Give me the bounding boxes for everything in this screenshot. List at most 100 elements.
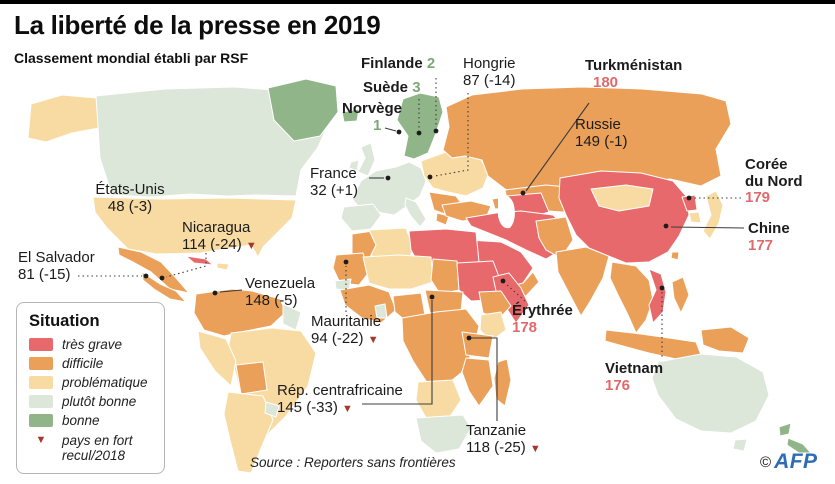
- region-mali-niger: [362, 254, 434, 290]
- location-dot-vietnam: [659, 285, 665, 291]
- leader-line-chine: [670, 226, 745, 229]
- region-tasmanie: [732, 438, 748, 452]
- region-mongolie: [590, 184, 654, 212]
- region-coree-du-sud: [688, 211, 702, 224]
- location-dot-erythree: [500, 278, 506, 284]
- location-dot-france: [385, 175, 391, 181]
- region-nouvelle-zelande-sud: [786, 437, 812, 454]
- legend-item-plutot-bonne: plutôt bonne: [29, 394, 152, 409]
- location-dot-hongrie: [427, 174, 433, 180]
- region-amerique-centrale: [141, 271, 187, 303]
- leader-line-turkmenistan: [525, 102, 590, 192]
- region-ethiopie: [478, 290, 512, 320]
- region-royaume-uni: [357, 142, 376, 177]
- legend-box: Situation très grave difficile problématiq…: [16, 302, 165, 474]
- page-subtitle: Classement mondial établi par RSF: [14, 50, 249, 66]
- region-etats-unis: [92, 196, 297, 258]
- copyright-icon: ©: [760, 453, 772, 471]
- region-islande: [341, 108, 360, 123]
- location-dot-el-salvador: [143, 273, 149, 279]
- legend-list: très grave difficile problématique plutôt b…: [29, 337, 152, 428]
- region-hispaniola: [216, 262, 230, 271]
- location-dot-chine: [663, 223, 669, 229]
- region-guyanes: [282, 303, 302, 331]
- region-alaska: [27, 94, 100, 143]
- leader-line-norvege: [384, 127, 397, 132]
- region-mexique: [117, 246, 190, 294]
- region-nouvelle-zelande-nord: [778, 422, 792, 437]
- location-dot-finlande: [433, 128, 439, 134]
- legend-item-difficile: difficile: [29, 356, 152, 371]
- location-dot-norvege: [396, 129, 402, 135]
- region-tchad: [430, 258, 460, 295]
- region-chine: [558, 170, 690, 264]
- region-afrique-ouest: [339, 284, 397, 324]
- legend-item-label: difficile: [62, 356, 104, 371]
- location-dot-turkmenistan: [520, 190, 526, 196]
- leader-line-tanzanie: [469, 337, 498, 421]
- legend-item-label: plutôt bonne: [62, 394, 137, 409]
- region-ghana: [374, 303, 388, 319]
- location-dot-coree-du-nord: [686, 195, 692, 201]
- region-colombie-venezuela: [193, 288, 287, 337]
- region-afrique-du-sud: [415, 414, 472, 454]
- location-dot-rep-centrafricaine: [429, 294, 435, 300]
- region-madagascar: [493, 358, 512, 407]
- legend-item-bonne: bonne: [29, 413, 152, 428]
- region-cuba: [185, 255, 214, 266]
- region-afrique-centrale: [401, 308, 480, 390]
- region-australie: [651, 353, 770, 434]
- afp-logo: © AFP: [760, 450, 818, 474]
- legend-swatch-bonne: [29, 414, 53, 427]
- region-philippines: [671, 276, 690, 314]
- legend-item-problematique: problématique: [29, 375, 152, 390]
- legend-marker-label: pays en fort recul/2018: [62, 433, 133, 463]
- legend-item-tres-grave: très grave: [29, 337, 152, 352]
- region-indonesie: [604, 329, 702, 360]
- location-dot-tanzanie: [466, 335, 472, 341]
- region-kenya: [479, 311, 507, 342]
- legend-swatch-plutot-bonne: [29, 395, 53, 408]
- region-bolivie: [235, 361, 268, 395]
- legend-title: Situation: [29, 312, 100, 330]
- region-russie: [442, 86, 732, 198]
- leader-line-venezuela: [219, 289, 243, 293]
- region-asie-sud-est: [609, 261, 654, 334]
- region-namibie-botswana: [415, 379, 462, 419]
- region-canada: [95, 86, 332, 198]
- region-mozambique: [461, 357, 494, 407]
- legend-item-recul: ▼ pays en fort recul/2018: [29, 433, 152, 463]
- leader-line-rep-centrafricaine: [362, 300, 433, 405]
- region-greenland: [267, 78, 339, 142]
- region-perou: [197, 330, 237, 387]
- region-uruguay: [264, 401, 280, 418]
- region-scandinavie: [396, 92, 444, 160]
- legend-item-label: problématique: [62, 375, 148, 390]
- afp-wordmark: AFP: [774, 450, 818, 473]
- legend-item-label: bonne: [62, 413, 100, 428]
- location-dot-nicaragua: [159, 275, 165, 281]
- region-nouvelle-guinee: [700, 326, 750, 354]
- legend-swatch-tres-grave: [29, 338, 53, 351]
- location-dot-suede: [416, 130, 422, 136]
- location-dot-mauritanie: [343, 259, 349, 265]
- region-coree-du-nord: [681, 194, 698, 212]
- region-taiwan: [670, 251, 680, 261]
- leader-line-hongrie: [434, 93, 469, 177]
- region-vietnam: [648, 268, 667, 324]
- location-dot-venezuela: [212, 290, 218, 296]
- drop-triangle-icon: ▼: [35, 434, 47, 446]
- source-credit: Source : Reporters sans frontières: [250, 455, 456, 470]
- page-title: La liberté de la presse en 2019: [14, 10, 381, 40]
- legend-swatch-difficile: [29, 357, 53, 370]
- region-mauritanie: [332, 252, 370, 286]
- region-tanzanie: [461, 331, 494, 359]
- top-border-bar: [0, 0, 835, 4]
- region-mer-caspienne: [498, 195, 515, 229]
- region-irlande: [348, 159, 360, 172]
- leader-line-nicaragua: [165, 253, 207, 278]
- legend-item-label: très grave: [62, 337, 123, 352]
- region-iberie: [340, 203, 382, 232]
